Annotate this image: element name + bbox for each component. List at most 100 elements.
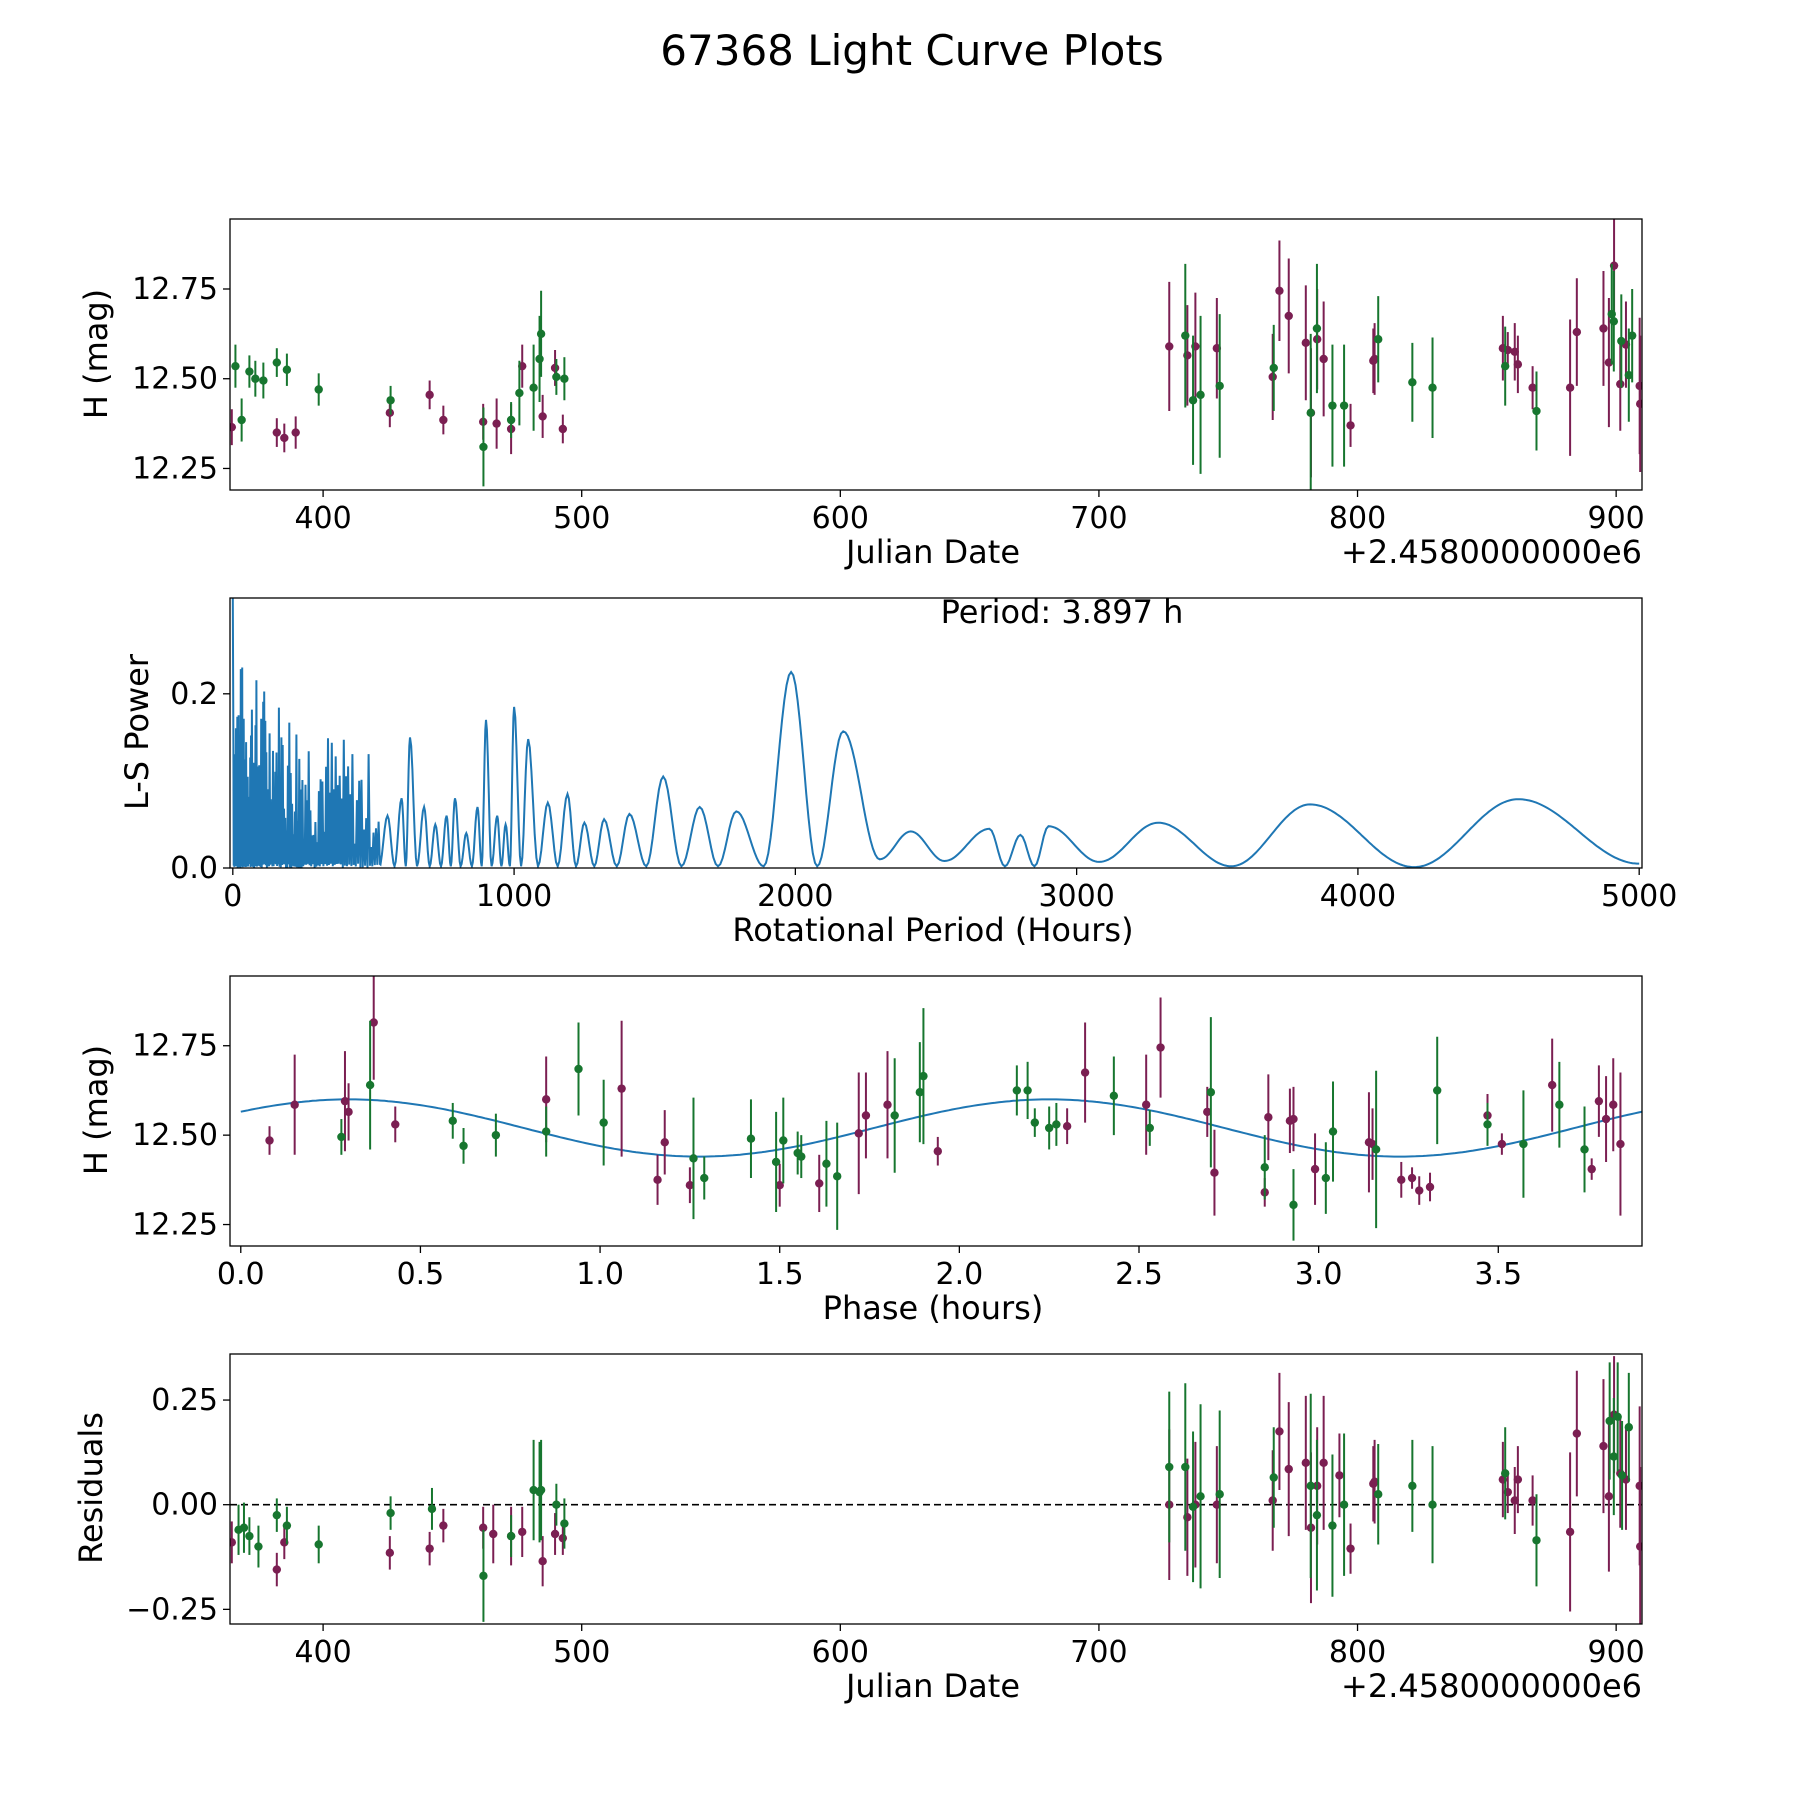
data-point — [861, 1111, 871, 1120]
data-point — [700, 1173, 709, 1183]
x-tick-label: 2000 — [757, 879, 833, 914]
phased-curve-axes-frame — [229, 975, 1643, 1247]
period-annotation: Period: 3.897 h — [941, 593, 1184, 631]
x-tick-label: 1.0 — [576, 1257, 624, 1292]
data-point — [1264, 1113, 1273, 1122]
x-tick-label: 500 — [553, 1635, 610, 1670]
data-point — [1215, 381, 1224, 391]
x-tick-label: 3.5 — [1474, 1257, 1522, 1292]
data-point — [1407, 1173, 1417, 1183]
light-curve-plot-area — [230, 219, 1642, 490]
data-point — [599, 1118, 608, 1127]
light-curve-axes-frame — [229, 218, 1643, 491]
data-point — [1397, 1175, 1406, 1185]
data-point — [1510, 1496, 1519, 1505]
data-point — [558, 424, 568, 434]
data-point — [425, 1544, 434, 1553]
data-point — [491, 1130, 501, 1140]
periodogram-series-line — [231, 598, 1640, 868]
light-curve-offset-text: +2.4580000000e6 — [1341, 533, 1642, 571]
data-point — [1497, 1139, 1507, 1149]
series-green — [234, 1362, 1634, 1622]
data-point — [1594, 1096, 1604, 1106]
data-point — [1319, 354, 1328, 364]
data-point — [1635, 1542, 1642, 1551]
y-tick-label: 0.0 — [170, 851, 218, 886]
data-point — [1030, 1118, 1040, 1127]
data-point — [1269, 1473, 1278, 1482]
data-point — [1328, 1127, 1338, 1136]
data-point — [1260, 1163, 1269, 1172]
periodogram-axes-frame — [229, 597, 1643, 869]
data-point — [245, 1531, 254, 1541]
y-tick-label: 12.25 — [132, 1208, 218, 1243]
data-point — [1109, 1091, 1119, 1101]
model-fit-line — [240, 1098, 1642, 1158]
data-point — [1319, 1458, 1328, 1468]
data-point — [1210, 1168, 1219, 1177]
data-point — [541, 1095, 551, 1104]
light-curve-panel: H (mag) Julian Date +2.4580000000e6 400 5… — [77, 218, 1645, 571]
data-point — [230, 422, 237, 432]
data-point — [515, 388, 524, 398]
data-point — [660, 1138, 669, 1147]
data-point — [1188, 1502, 1198, 1511]
data-point — [1196, 390, 1205, 400]
data-point — [314, 1540, 323, 1549]
data-point — [541, 1127, 551, 1136]
data-point — [1617, 336, 1626, 346]
y-tick-label: 12.50 — [132, 362, 218, 397]
data-point — [290, 1100, 299, 1109]
x-tick-label: 900 — [1588, 501, 1645, 536]
data-point — [439, 1521, 448, 1530]
y-tick-label: −0.25 — [126, 1592, 218, 1627]
data-point — [1617, 1471, 1627, 1480]
y-tick-label: 0.2 — [170, 677, 218, 712]
series-green — [337, 1008, 1589, 1241]
data-point — [439, 415, 448, 425]
data-point — [1145, 1123, 1154, 1133]
y-tick-label: 0.25 — [151, 1383, 218, 1418]
data-point — [1023, 1086, 1032, 1095]
data-point — [1635, 399, 1642, 409]
x-tick-label: 800 — [1329, 501, 1386, 536]
data-point — [272, 1510, 282, 1520]
residuals-axes-frame — [229, 1353, 1643, 1625]
data-point — [1052, 1120, 1061, 1129]
x-tick-label: 900 — [1588, 1635, 1645, 1670]
data-point — [560, 374, 569, 383]
x-tick-label: 800 — [1329, 1635, 1386, 1670]
data-point — [1604, 1492, 1614, 1501]
data-point — [933, 1147, 942, 1156]
data-point — [1510, 347, 1519, 357]
data-point — [1565, 383, 1575, 392]
periodogram-panel: L-S Power Rotational Period (Hours) Peri… — [118, 593, 1677, 949]
data-point — [1605, 1416, 1614, 1426]
data-point — [1312, 1510, 1322, 1520]
data-point — [254, 1542, 263, 1551]
data-point — [919, 1071, 928, 1081]
data-point — [489, 1529, 498, 1539]
data-point — [386, 1508, 395, 1518]
data-point — [1408, 378, 1417, 387]
data-point — [391, 1120, 400, 1129]
data-point — [1346, 421, 1355, 430]
phased-curve-panel: H (mag) Phase (hours) 0.0 0.5 1.0 1.5 2.0 2.5… — [77, 975, 1643, 1327]
data-point — [552, 1500, 561, 1509]
data-point — [1532, 406, 1541, 416]
data-point — [1284, 311, 1293, 321]
residuals-panel: Residuals Julian Date +2.4580000000e6 40… — [72, 1353, 1645, 1705]
data-point — [1483, 1120, 1492, 1129]
phased-curve-plot-area — [240, 976, 1642, 1241]
x-tick-label: 3.0 — [1295, 1257, 1343, 1292]
data-point — [1624, 1423, 1634, 1432]
data-point — [478, 1523, 488, 1532]
data-point — [369, 1018, 378, 1027]
data-point — [915, 1088, 925, 1097]
data-point — [689, 1154, 698, 1163]
data-point — [1428, 1500, 1437, 1509]
data-point — [1156, 1043, 1165, 1052]
data-point — [1321, 1173, 1331, 1183]
data-point — [1310, 1164, 1320, 1174]
